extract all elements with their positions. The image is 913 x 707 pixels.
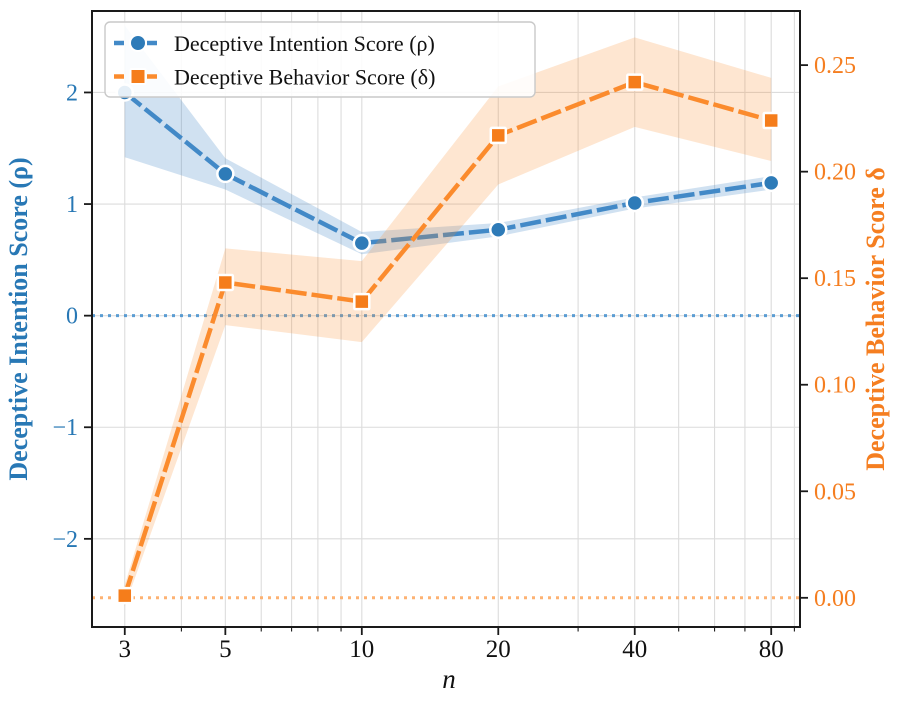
y-right-tick-label: 0.25 bbox=[814, 53, 856, 79]
y-left-axis-label: Deceptive Intention Score (ρ) bbox=[4, 157, 33, 480]
y-left-tick-label: 0 bbox=[66, 304, 78, 330]
y-right-tick-label: 0.00 bbox=[814, 586, 856, 612]
legend-swatch-square-marker bbox=[129, 68, 147, 85]
intention-point-marker bbox=[216, 164, 235, 184]
legend-swatch-circle-marker bbox=[129, 34, 147, 52]
intention-point-marker bbox=[761, 173, 781, 193]
x-tick-label: 5 bbox=[219, 636, 232, 663]
legend-label: Deceptive Intention Score (ρ) bbox=[174, 31, 435, 56]
legend-label: Deceptive Behavior Score (δ) bbox=[174, 65, 435, 90]
behavior-point-marker bbox=[762, 111, 780, 130]
y-left-tick-label: −1 bbox=[52, 415, 78, 441]
intention-line bbox=[123, 90, 772, 246]
y-right-tick-label: 0.10 bbox=[814, 373, 856, 399]
x-tick-label: 3 bbox=[119, 636, 132, 663]
grid bbox=[92, 11, 800, 627]
y-left-tick-label: 1 bbox=[66, 192, 78, 218]
intention-point-marker bbox=[352, 233, 372, 253]
y-right-tick-label: 0.20 bbox=[814, 160, 856, 186]
tick-marks bbox=[84, 64, 808, 635]
y-right-tick-label: 0.15 bbox=[814, 266, 856, 292]
y-left-tick-label: −2 bbox=[52, 527, 78, 553]
y-left-tick-label: 2 bbox=[66, 80, 78, 106]
intention-point-marker bbox=[625, 193, 644, 213]
axes-spines bbox=[91, 10, 801, 628]
intention-point-marker bbox=[489, 220, 508, 239]
x-tick-label: 10 bbox=[349, 636, 374, 663]
legend-item: Deceptive Intention Score (ρ) bbox=[114, 31, 435, 56]
behavior-point-marker bbox=[116, 586, 134, 605]
legend-item: Deceptive Behavior Score (δ) bbox=[114, 65, 435, 90]
legend: Deceptive Intention Score (ρ) Deceptive B… bbox=[104, 21, 536, 98]
y-right-tick-label: 0.05 bbox=[814, 479, 856, 505]
x-tick-label: 20 bbox=[486, 636, 511, 663]
behavior-line bbox=[122, 79, 772, 597]
behavior-point-marker bbox=[353, 292, 371, 311]
plot-area bbox=[115, 25, 781, 607]
x-axis-label: n bbox=[442, 664, 456, 694]
intention-confidence-band bbox=[124, 25, 772, 255]
x-tick-label: 80 bbox=[759, 636, 784, 663]
y-right-axis-label: Deceptive Behavior Score δ bbox=[861, 167, 890, 471]
behavior-point-marker bbox=[216, 273, 235, 292]
legend-box bbox=[104, 21, 536, 98]
behavior-point-marker bbox=[625, 73, 644, 91]
x-tick-label: 40 bbox=[622, 636, 647, 663]
behavior-confidence-band bbox=[124, 37, 772, 607]
behavior-point-marker bbox=[489, 126, 508, 145]
